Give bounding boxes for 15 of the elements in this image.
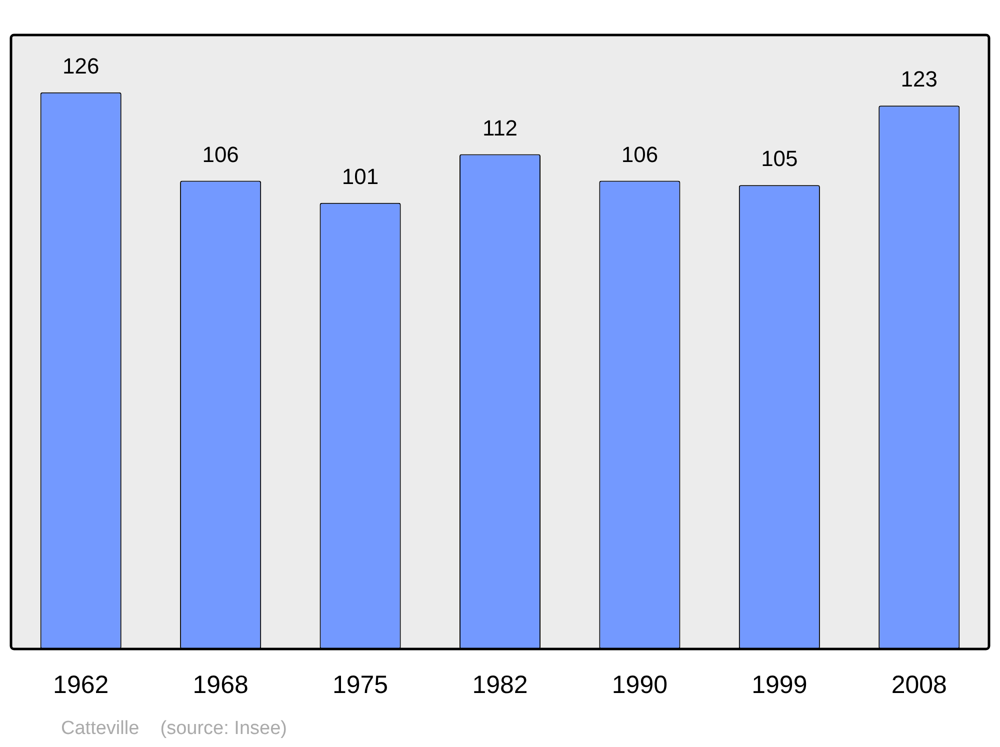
text: Catteville (source: Insee)	[61, 718, 287, 739]
x-tick-label: 1975	[332, 670, 388, 699]
data-label: 126	[62, 53, 100, 78]
data-label: 123	[900, 66, 938, 92]
data-label: 106	[621, 142, 658, 167]
x-tick-label: 1990	[612, 670, 668, 699]
data-label: 101	[342, 164, 379, 189]
data-label: 106	[202, 142, 239, 167]
data-label: 105	[761, 146, 798, 172]
x-tick-label: 1999	[752, 670, 808, 699]
x-tick-label: 1968	[192, 670, 248, 699]
x-tick-label: 1982	[472, 670, 528, 699]
x-tick-label: 2008	[891, 670, 947, 699]
x-tick-label: 1962	[53, 670, 109, 699]
data-label: 112	[482, 115, 518, 140]
